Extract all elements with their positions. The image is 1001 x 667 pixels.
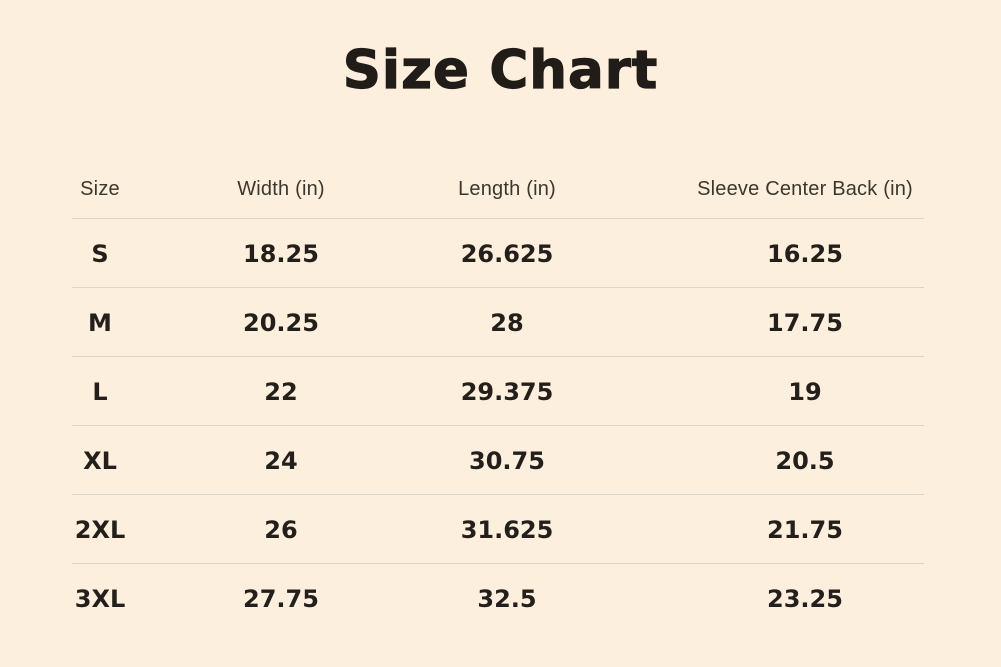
width-value: 20.25 bbox=[243, 308, 319, 337]
width-value: 22 bbox=[264, 377, 298, 406]
table-row-2xl: 2XL 26 31.625 21.75 bbox=[72, 495, 958, 564]
sleeve-value: 16.25 bbox=[767, 239, 843, 268]
length-value: 28 bbox=[490, 308, 524, 337]
length-value: 29.375 bbox=[460, 377, 554, 406]
length-value: 31.625 bbox=[460, 515, 554, 544]
size-label: 3XL bbox=[74, 584, 126, 613]
size-label: M bbox=[88, 308, 112, 337]
sleeve-value: 21.75 bbox=[767, 515, 843, 544]
sleeve-value: 17.75 bbox=[767, 308, 843, 337]
table-header-row: Size Width (in) Length (in) Sleeve Cente… bbox=[72, 160, 958, 219]
width-value: 26 bbox=[264, 515, 298, 544]
table-row-m: M 20.25 28 17.75 bbox=[72, 288, 958, 357]
length-value: 30.75 bbox=[469, 446, 545, 475]
size-chart-table: Size Width (in) Length (in) Sleeve Cente… bbox=[72, 160, 958, 633]
page-title: Size Chart bbox=[342, 39, 659, 101]
size-label: XL bbox=[83, 446, 117, 475]
size-label: S bbox=[91, 239, 109, 268]
table-row-s: S 18.25 26.625 16.25 bbox=[72, 219, 958, 288]
length-value: 32.5 bbox=[477, 584, 537, 613]
table-row-xl: XL 24 30.75 20.5 bbox=[72, 426, 958, 495]
header-cell-sleeve-center-back: Sleeve Center Back (in) bbox=[697, 178, 913, 200]
header-cell-width: Width (in) bbox=[237, 178, 325, 200]
table-row-3xl: 3XL 27.75 32.5 23.25 bbox=[72, 564, 958, 633]
width-value: 18.25 bbox=[243, 239, 319, 268]
size-label: 2XL bbox=[74, 515, 126, 544]
sleeve-value: 19 bbox=[788, 377, 822, 406]
sleeve-value: 23.25 bbox=[767, 584, 843, 613]
length-value: 26.625 bbox=[460, 239, 554, 268]
header-cell-size: Size bbox=[80, 178, 120, 200]
header-cell-length: Length (in) bbox=[458, 178, 556, 200]
sleeve-value: 20.5 bbox=[775, 446, 835, 475]
width-value: 24 bbox=[264, 446, 298, 475]
table-row-l: L 22 29.375 19 bbox=[72, 357, 958, 426]
size-label: L bbox=[92, 377, 108, 406]
width-value: 27.75 bbox=[243, 584, 319, 613]
